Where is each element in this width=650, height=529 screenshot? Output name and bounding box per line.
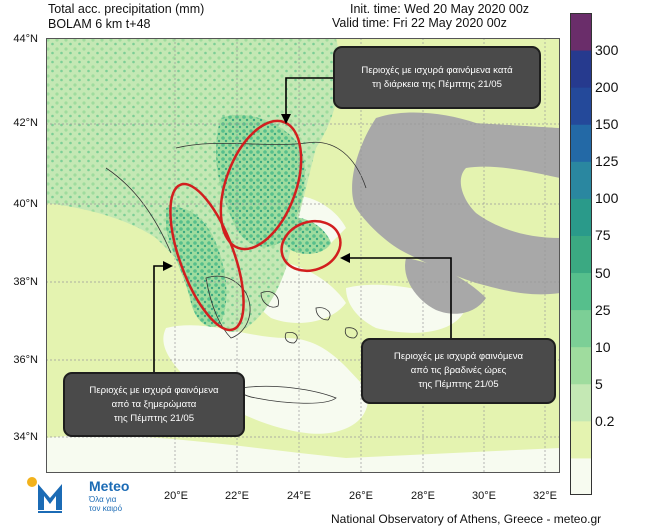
dry-area	[46, 435, 560, 473]
colorbar-label: 75	[595, 227, 611, 244]
callout-east: Περιοχές με ισχυρά φαινόμενα από τις βρα…	[361, 338, 556, 404]
precip-field-turkey	[460, 166, 560, 238]
colorbar-label: 150	[595, 116, 619, 133]
colorbar-label: 200	[595, 79, 619, 96]
map-title: Total acc. precipitation (mm)	[48, 2, 205, 16]
pointer-arrowheads	[163, 114, 350, 271]
colorbar-segment	[570, 346, 592, 385]
colorbar-label: 125	[595, 153, 619, 170]
lat-label-44: 44°N	[13, 33, 38, 45]
callout-north: Περιοχές με ισχυρά φαινόμενα κατά τη διά…	[333, 46, 541, 109]
colorbar-label: 300	[595, 42, 619, 59]
lat-label-34: 34°N	[13, 431, 38, 443]
lat-label-36: 36°N	[13, 354, 38, 366]
precip-heavy-north	[216, 114, 306, 247]
gridlines	[46, 38, 560, 473]
colorbar-segment	[570, 272, 592, 311]
lon-label-20: 20°E	[164, 490, 188, 502]
precip-heavy-west	[166, 207, 227, 327]
lat-label-38: 38°N	[13, 276, 38, 288]
colorbar-label: 100	[595, 190, 619, 207]
precip-moderate	[46, 38, 340, 332]
colorbar-segment	[570, 50, 592, 88]
model-label: BOLAM 6 km t+48	[48, 17, 151, 31]
callout-west-line2: από τα ξημερώματα	[111, 398, 197, 410]
callout-north-line2: τη διάρκεια της Πέμπτης 21/05	[372, 78, 502, 90]
lon-label-32: 32°E	[533, 490, 557, 502]
callout-west-line1: Περιοχές με ισχυρά φαινόμενα	[89, 384, 219, 396]
lon-label-24: 24°E	[287, 490, 311, 502]
lon-label-28: 28°E	[411, 490, 435, 502]
callout-east-line2: από τις βραδινές ώρες	[410, 365, 507, 376]
callout-west: Περιοχές με ισχυρά φαινόμενα από τα ξημε…	[63, 372, 245, 437]
colorbar-segment	[570, 161, 592, 199]
footer-credit: National Observatory of Athens, Greece -…	[331, 512, 602, 526]
colorbar-segment	[570, 235, 592, 274]
lat-label-42: 42°N	[13, 117, 38, 129]
highlight-ellipses	[169, 119, 342, 332]
land-mask	[405, 258, 486, 314]
highlight-ellipse-east	[280, 219, 342, 273]
dry-area	[163, 325, 368, 434]
meteo-logo-icon	[27, 477, 62, 513]
land-mask	[352, 112, 560, 295]
colorbar-segment	[570, 383, 592, 422]
colorbar-segment	[570, 198, 592, 236]
callout-north-line1: Περιοχές με ισχυρά φαινόμενα κατά	[361, 64, 513, 76]
highlight-ellipse-west	[169, 182, 245, 332]
init-time: Init. time: Wed 20 May 2020 00z	[350, 2, 530, 16]
lon-label-30: 30°E	[472, 490, 496, 502]
callout-east-line3: της Πέμπτης 21/05	[418, 379, 499, 390]
lon-label-22: 22°E	[225, 490, 249, 502]
colorbar-label: 50	[595, 264, 611, 281]
colorbar-segment	[570, 420, 592, 459]
colorbar	[570, 13, 592, 495]
colorbar-segment	[570, 309, 592, 348]
callout-east-line1: Περιοχές με ισχυρά φαινόμενα	[393, 351, 524, 362]
highlight-ellipse-north	[219, 119, 303, 251]
logo-tagline-line2: τον καιρό	[89, 504, 123, 513]
logo-tagline: Όλα για τον καιρό	[89, 495, 122, 513]
logo-tagline-line1: Όλα για	[89, 495, 117, 504]
colorbar-label: 10	[595, 338, 611, 355]
colorbar-label: 5	[595, 375, 603, 392]
meteo-logo[interactable]: Meteo Όλα για τον καιρό	[24, 474, 144, 514]
colorbar-label: 0.2	[595, 412, 615, 429]
colorbar-segment	[570, 457, 592, 495]
colorbar-segment	[570, 13, 592, 51]
lon-label-26: 26°E	[349, 490, 373, 502]
lat-label-40: 40°N	[13, 198, 38, 210]
colorbar-label: 25	[595, 301, 611, 318]
precip-heavy-east	[279, 217, 331, 254]
logo-name: Meteo	[89, 478, 130, 494]
map-frame	[46, 38, 560, 473]
valid-time: Valid time: Fri 22 May 2020 00z	[332, 16, 507, 30]
callout-west-line3: της Πέμπτης 21/05	[113, 412, 195, 424]
colorbar-segment	[570, 124, 592, 162]
colorbar-segment	[570, 87, 592, 125]
